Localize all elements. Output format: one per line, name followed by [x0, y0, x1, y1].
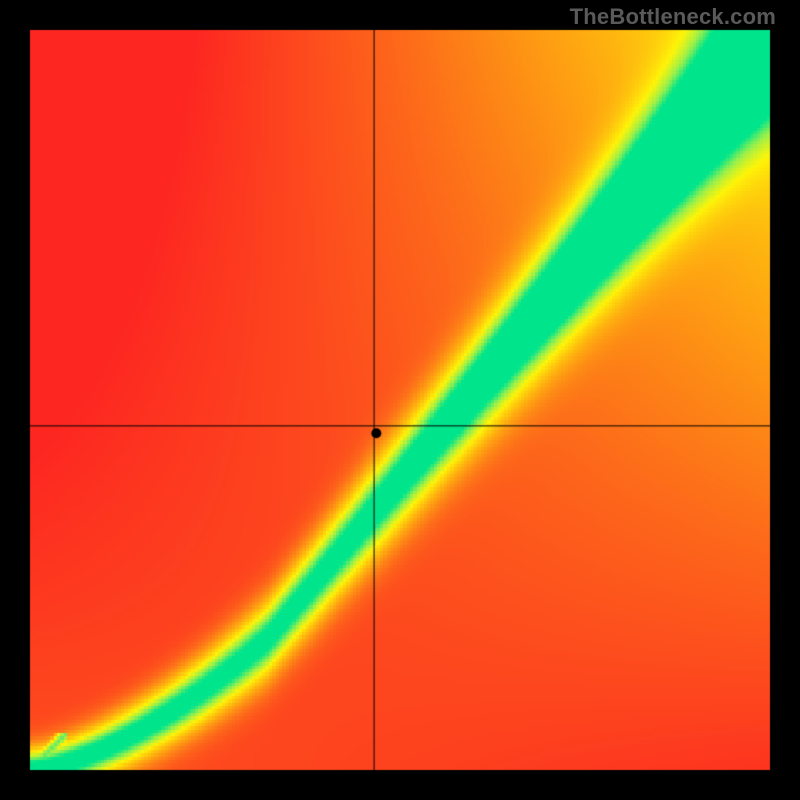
watermark-text: TheBottleneck.com — [570, 4, 776, 30]
bottleneck-heatmap — [0, 0, 800, 800]
